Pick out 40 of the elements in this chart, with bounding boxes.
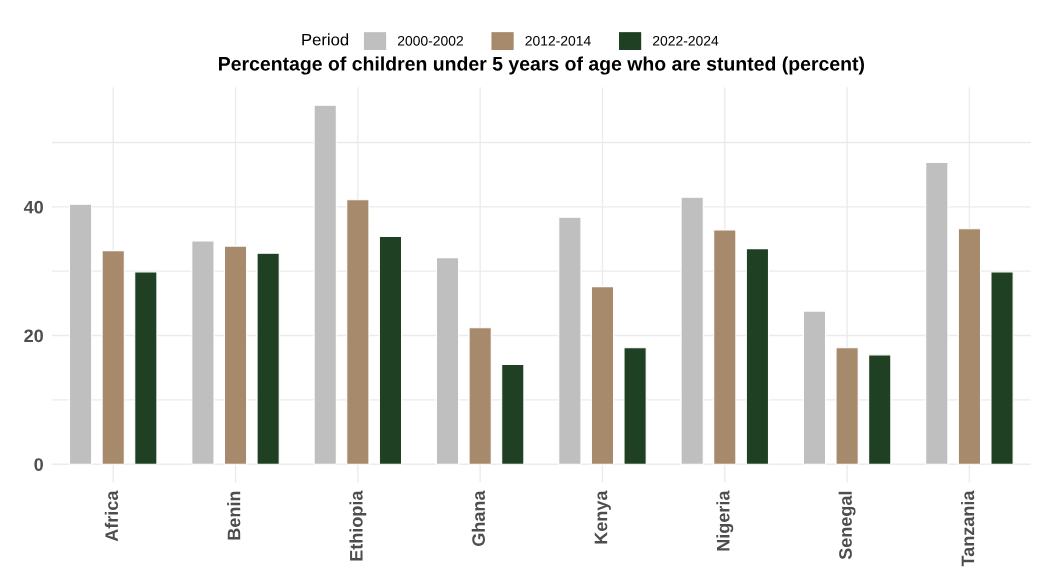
bar — [925, 161, 949, 465]
y-tick-label: 0 — [34, 458, 43, 471]
bar — [623, 347, 647, 465]
x-tick-label: Africa — [104, 490, 119, 542]
y-tick-label: 20 — [24, 329, 43, 343]
bar — [558, 216, 582, 465]
bar — [101, 250, 125, 465]
bar — [68, 203, 93, 465]
x-tick-label: Kenya — [594, 490, 611, 544]
bar — [468, 327, 492, 465]
x-tick-label: Ethiopia — [349, 490, 367, 561]
legend-label: 2022-2024 — [653, 35, 719, 46]
bar — [134, 271, 158, 465]
bar — [346, 199, 370, 465]
bar — [835, 347, 859, 465]
bar — [256, 252, 280, 465]
legend-title: Period — [302, 33, 349, 46]
x-tick-label: Senegal — [838, 491, 856, 560]
bar — [378, 235, 403, 465]
chart-title: Percentage of children under 5 years of age who are stunted (percent) — [219, 56, 864, 75]
bar — [313, 104, 337, 465]
legend-label: 2012-2014 — [525, 35, 591, 46]
bar — [590, 286, 615, 465]
bar — [745, 248, 770, 465]
x-tick-label: Ghana — [471, 490, 486, 546]
y-tick-label: 40 — [23, 200, 43, 214]
legend-label: 2000-2002 — [397, 35, 463, 46]
bar — [990, 271, 1014, 465]
bar — [680, 196, 704, 465]
bar — [191, 240, 215, 465]
x-tick-label: Benin — [227, 491, 241, 540]
bar — [713, 229, 737, 465]
x-tick-label: Nigeria — [716, 490, 734, 551]
bar — [868, 354, 892, 465]
bar — [223, 245, 248, 465]
bar — [435, 257, 460, 465]
x-tick-label: Tanzania — [961, 490, 975, 567]
bar — [802, 310, 827, 465]
bar — [957, 228, 982, 465]
bar — [501, 363, 525, 465]
